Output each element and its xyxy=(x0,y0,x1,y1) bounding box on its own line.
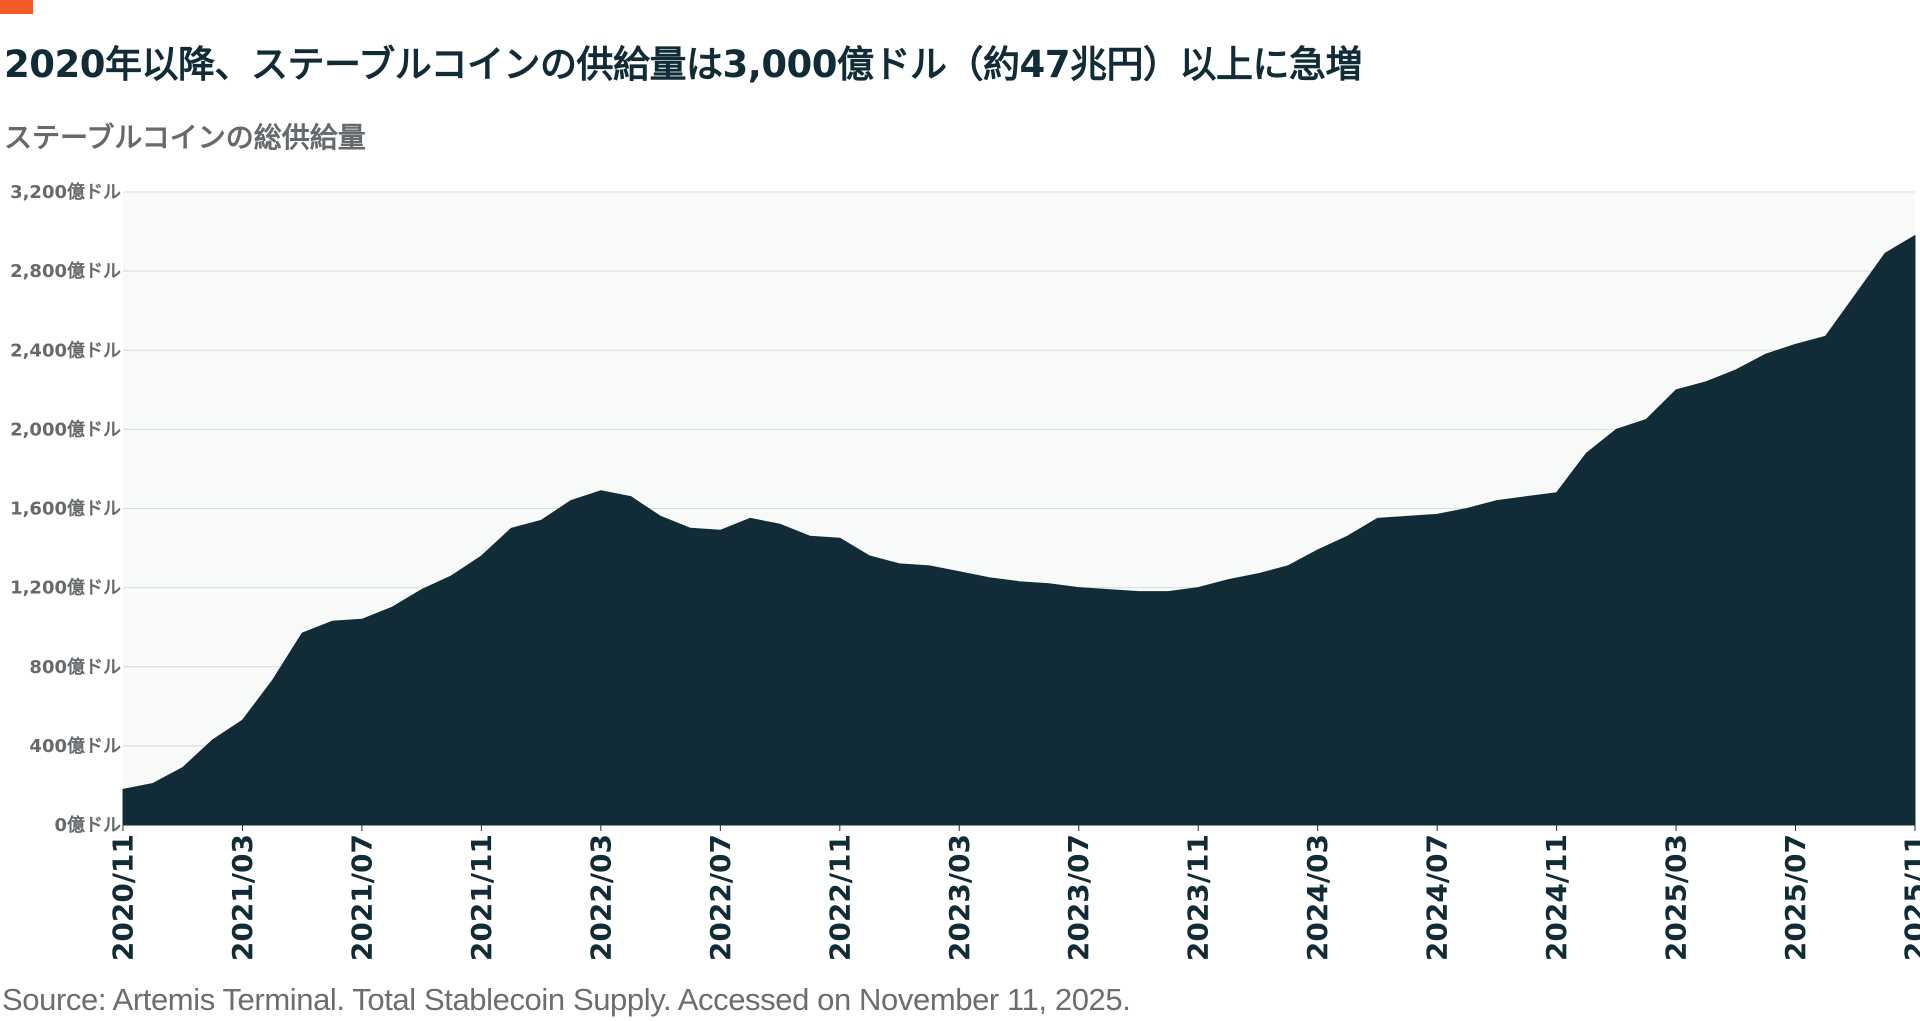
x-tick-label: 2024/11 xyxy=(1540,834,1573,961)
x-tick-label: 2023/11 xyxy=(1182,834,1215,961)
y-tick-label: 0億ドル xyxy=(54,814,121,836)
x-axis-tick-labels: 2020/11 2021/03 2021/07 2021/11 2022/03 2022/… xyxy=(107,825,1920,961)
y-tick-label: 800億ドル xyxy=(29,656,121,678)
x-tick-label: 2023/03 xyxy=(943,834,976,961)
x-tick-label: 2021/07 xyxy=(345,834,378,961)
x-tick-label: 2020/11 xyxy=(107,834,140,961)
x-tick-label: 2025/03 xyxy=(1660,834,1693,961)
page-title: 2020年以降、ステーブルコインの供給量は3,000億ドル（約47兆円）以上に急… xyxy=(4,43,1363,86)
x-tick-label: 2025/11 xyxy=(1899,834,1920,961)
y-axis-tick-labels: 0億ドル 400億ドル 800億ドル 1,200億ドル 1,600億ドル 2,000億ドル… xyxy=(10,181,121,836)
x-tick-label: 2024/03 xyxy=(1301,834,1334,961)
x-tick-label: 2021/03 xyxy=(226,834,259,961)
y-tick-label: 2,400億ドル xyxy=(10,339,121,361)
y-tick-label: 1,600億ドル xyxy=(10,498,121,520)
y-tick-label: 2,800億ドル xyxy=(10,260,121,282)
x-tick-label: 2022/07 xyxy=(704,834,737,961)
x-tick-label: 2022/03 xyxy=(584,834,617,961)
source-note: Source: Artemis Terminal. Total Stableco… xyxy=(2,982,1131,1017)
y-tick-label: 2,000億ドル xyxy=(10,418,121,440)
x-tick-label: 2025/07 xyxy=(1779,834,1812,961)
x-tick-label: 2023/07 xyxy=(1062,834,1095,961)
y-tick-label: 1,200億ドル xyxy=(10,577,121,599)
y-tick-label: 3,200億ドル xyxy=(10,181,121,203)
chart-subtitle: ステーブルコインの総供給量 xyxy=(4,121,366,154)
y-tick-label: 400億ドル xyxy=(29,735,121,757)
x-tick-label: 2021/11 xyxy=(465,834,498,961)
x-tick-label: 2022/11 xyxy=(823,834,856,961)
accent-bar xyxy=(0,0,33,14)
x-tick-label: 2024/07 xyxy=(1421,834,1454,961)
supply-area-series xyxy=(122,235,1916,826)
